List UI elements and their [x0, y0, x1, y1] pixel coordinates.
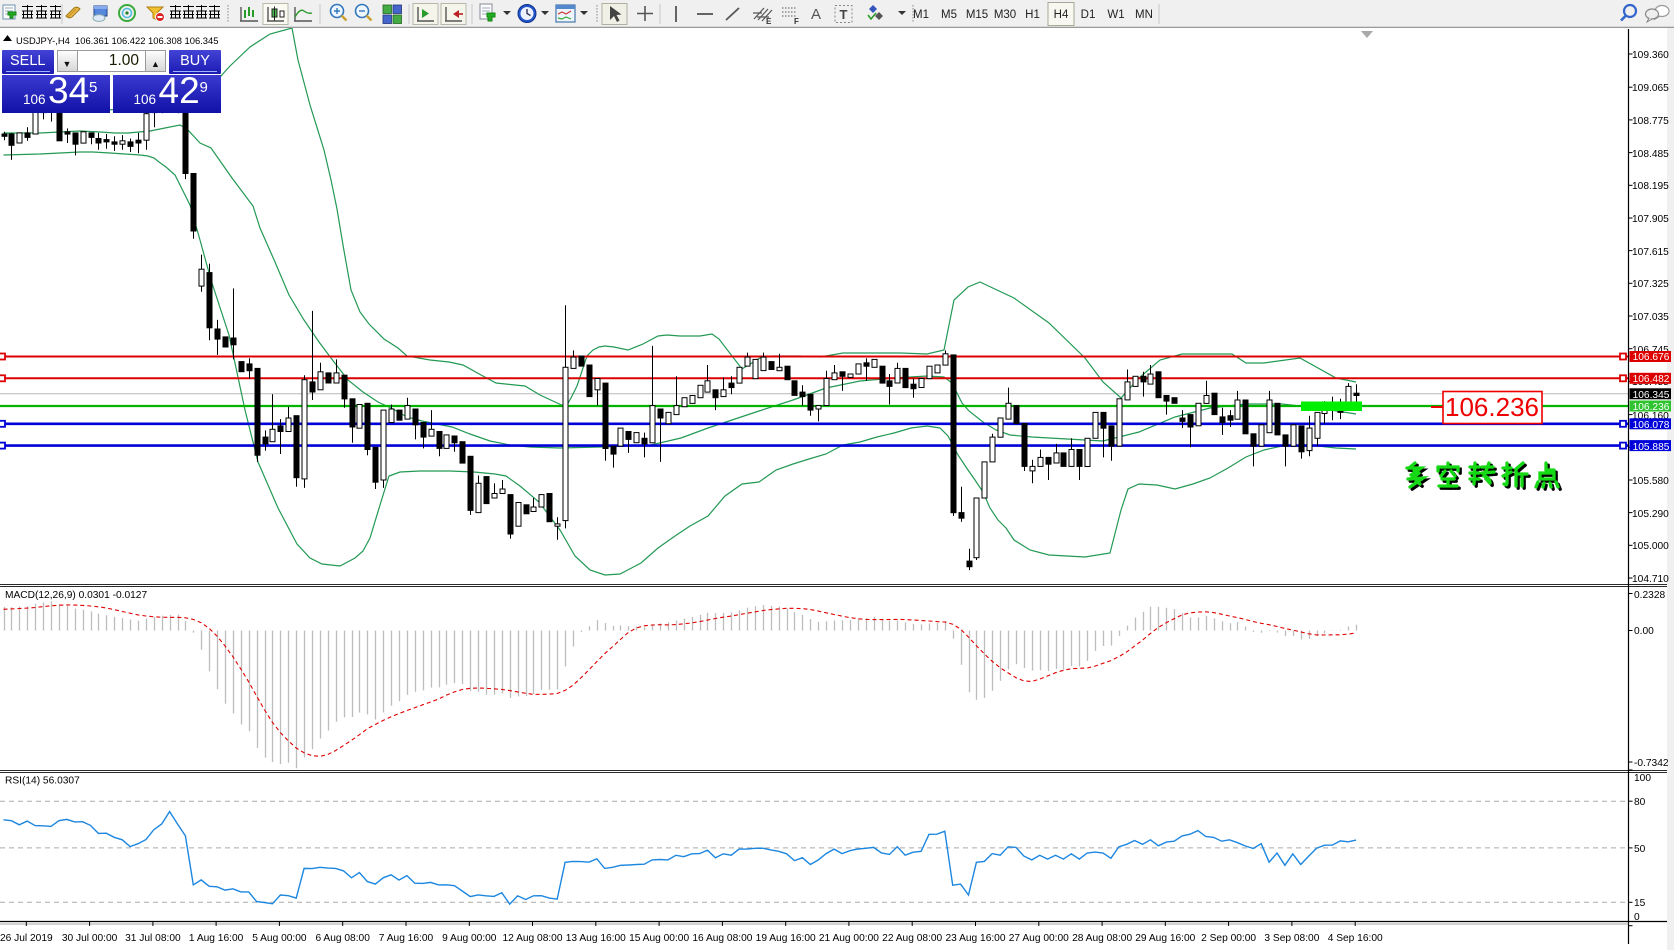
svg-text:105.580: 105.580 [1632, 476, 1669, 487]
svg-text:107.035: 107.035 [1632, 312, 1669, 323]
svg-text:USDJPY-,H4 106.361 106.422 10: USDJPY-,H4 106.361 106.422 106.308 106.3… [16, 35, 218, 46]
svg-text:104.710: 104.710 [1632, 574, 1669, 585]
svg-text:MN: MN [1135, 9, 1153, 21]
svg-text:107.905: 107.905 [1632, 214, 1669, 225]
svg-text:106.236: 106.236 [1445, 392, 1539, 422]
svg-text:9 Aug 00:00: 9 Aug 00:00 [442, 933, 497, 944]
svg-text:5 Aug 00:00: 5 Aug 00:00 [252, 933, 307, 944]
svg-text:106.236: 106.236 [1633, 402, 1670, 413]
svg-text:109.065: 109.065 [1632, 83, 1669, 94]
svg-text:21 Aug 00:00: 21 Aug 00:00 [819, 933, 879, 944]
svg-text:50: 50 [1634, 844, 1646, 855]
svg-text:M1: M1 [913, 9, 929, 21]
svg-text:6 Aug 08:00: 6 Aug 08:00 [316, 933, 371, 944]
svg-text:0.00: 0.00 [1634, 626, 1654, 637]
svg-text:7 Aug 16:00: 7 Aug 16:00 [379, 933, 434, 944]
svg-text:26 Jul 2019: 26 Jul 2019 [0, 933, 53, 944]
svg-text:W1: W1 [1107, 9, 1124, 21]
svg-text:19 Aug 16:00: 19 Aug 16:00 [756, 933, 816, 944]
svg-text:28 Aug 08:00: 28 Aug 08:00 [1072, 933, 1132, 944]
svg-text:12 Aug 08:00: 12 Aug 08:00 [502, 933, 562, 944]
svg-text:13 Aug 16:00: 13 Aug 16:00 [566, 933, 626, 944]
svg-text:31 Jul 08:00: 31 Jul 08:00 [125, 933, 181, 944]
svg-text:16 Aug 08:00: 16 Aug 08:00 [692, 933, 752, 944]
svg-text:80: 80 [1634, 797, 1646, 808]
svg-text:H1: H1 [1025, 9, 1040, 21]
svg-text:22 Aug 08:00: 22 Aug 08:00 [882, 933, 942, 944]
svg-text:106.078: 106.078 [1633, 420, 1670, 431]
svg-text:15: 15 [1634, 898, 1646, 909]
svg-text:105.000: 105.000 [1632, 541, 1669, 552]
svg-text:MACD(12,26,9) 0.0301 -0.0127: MACD(12,26,9) 0.0301 -0.0127 [5, 590, 147, 601]
svg-text:109.360: 109.360 [1632, 50, 1669, 61]
svg-text:2 Sep 00:00: 2 Sep 00:00 [1201, 933, 1256, 944]
svg-text:108.485: 108.485 [1632, 149, 1669, 160]
svg-text:108.195: 108.195 [1632, 181, 1669, 192]
svg-text:107.615: 107.615 [1632, 247, 1669, 258]
svg-text:D1: D1 [1081, 9, 1096, 21]
svg-text:106.676: 106.676 [1633, 352, 1670, 363]
svg-text:100: 100 [1634, 773, 1651, 784]
svg-text:F: F [794, 17, 799, 26]
svg-text:29 Aug 16:00: 29 Aug 16:00 [1135, 933, 1195, 944]
svg-text:105.885: 105.885 [1633, 442, 1670, 453]
svg-text:106.345: 106.345 [1633, 390, 1670, 401]
svg-text:H4: H4 [1054, 9, 1069, 21]
svg-text:107.325: 107.325 [1632, 279, 1669, 290]
svg-text:15 Aug 00:00: 15 Aug 00:00 [629, 933, 689, 944]
svg-text:RSI(14) 56.0307: RSI(14) 56.0307 [5, 776, 80, 787]
svg-text:1 Aug 16:00: 1 Aug 16:00 [189, 933, 244, 944]
svg-text:108.775: 108.775 [1632, 116, 1669, 127]
svg-text:M5: M5 [941, 9, 957, 21]
svg-text:106.745: 106.745 [1632, 345, 1669, 356]
svg-text:106.160: 106.160 [1632, 411, 1669, 422]
svg-text:23 Aug 16:00: 23 Aug 16:00 [945, 933, 1005, 944]
svg-text:0: 0 [1634, 912, 1640, 923]
svg-text:3 Sep 08:00: 3 Sep 08:00 [1264, 933, 1319, 944]
svg-text:106.482: 106.482 [1633, 374, 1670, 385]
svg-text:E: E [766, 17, 772, 26]
svg-text:A: A [811, 6, 821, 23]
svg-text:4 Sep 16:00: 4 Sep 16:00 [1328, 933, 1383, 944]
svg-text:105.290: 105.290 [1632, 509, 1669, 520]
svg-text:T: T [840, 7, 848, 22]
svg-text:M30: M30 [994, 9, 1016, 21]
svg-text:30 Jul 00:00: 30 Jul 00:00 [62, 933, 118, 944]
svg-text:27 Aug 00:00: 27 Aug 00:00 [1009, 933, 1069, 944]
svg-text:-0.7342: -0.7342 [1634, 758, 1669, 769]
svg-text:M15: M15 [966, 9, 988, 21]
svg-text:0.2328: 0.2328 [1634, 590, 1665, 601]
